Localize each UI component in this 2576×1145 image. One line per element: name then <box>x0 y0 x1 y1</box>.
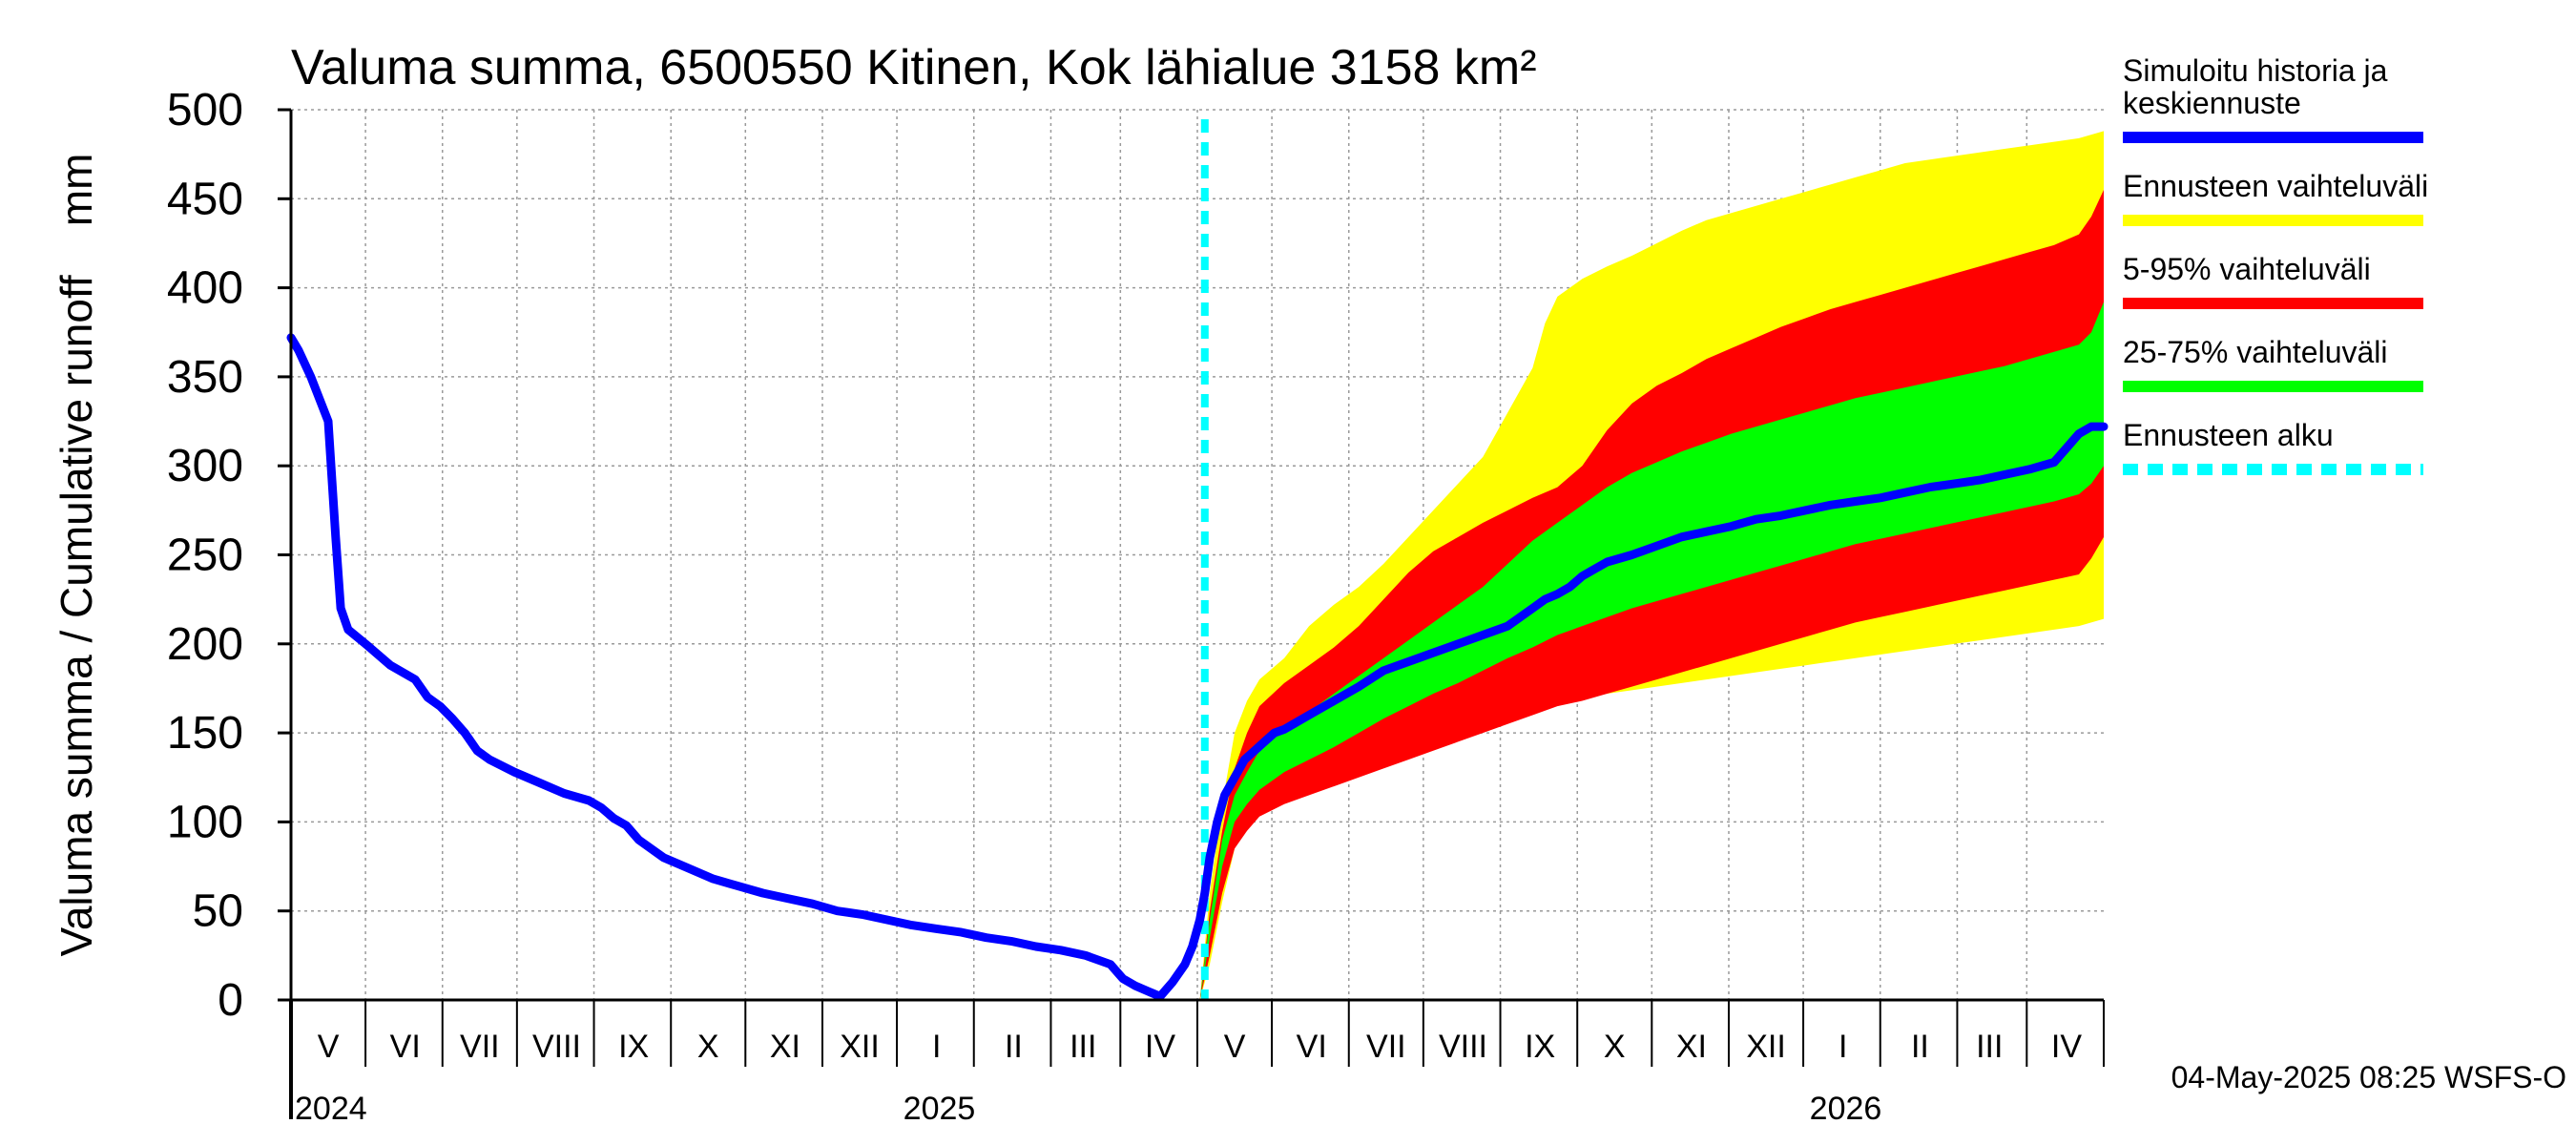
y-tick-label: 150 <box>167 708 243 759</box>
month-label: VIII <box>532 1029 581 1065</box>
legend-label: Simuloitu historia ja <box>2123 53 2388 88</box>
y-tick-label: 250 <box>167 531 243 581</box>
month-label: VII <box>1366 1029 1406 1065</box>
series-lines <box>286 119 2109 1001</box>
mean-runoff-line <box>286 333 2109 1001</box>
axes: 0 50 100 150 200 250 300 350 400 450 500 Valuma sum… <box>52 85 2105 1127</box>
month-label: X <box>1604 1029 1626 1065</box>
month-label: X <box>697 1029 719 1065</box>
month-label: I <box>1839 1029 1847 1065</box>
forecast-bands <box>1199 131 2104 1001</box>
y-tick-label: 100 <box>167 797 243 847</box>
year-label: 2024 <box>295 1091 367 1127</box>
month-label: I <box>932 1029 941 1065</box>
month-label: V <box>1224 1029 1246 1065</box>
y-tick-label: 300 <box>167 441 243 491</box>
month-label: XI <box>1676 1029 1707 1065</box>
month-label: XII <box>840 1029 880 1065</box>
legend-label: 25-75% vaihteluväli <box>2123 335 2388 369</box>
month-label: IV <box>2051 1029 2082 1065</box>
y-tick-label: 200 <box>167 619 243 670</box>
y-tick-label: 500 <box>167 85 243 135</box>
y-axis-label: Valuma summa / Cumulative runoff mm <box>52 154 101 957</box>
month-label: XII <box>1746 1029 1786 1065</box>
y-tick-label: 450 <box>167 174 243 224</box>
y-tick-label: 50 <box>193 886 243 937</box>
month-label: IX <box>1525 1029 1555 1065</box>
timestamp: 04-May-2025 08:25 WSFS-O <box>2171 1060 2566 1094</box>
y-tick-label: 400 <box>167 263 243 314</box>
legend-label: Ennusteen alku <box>2123 418 2334 452</box>
legend-label: 5-95% vaihteluväli <box>2123 252 2371 286</box>
year-label: 2025 <box>904 1091 976 1127</box>
month-label: VII <box>460 1029 500 1065</box>
month-label: VI <box>390 1029 421 1065</box>
y-tick-label: 0 <box>218 975 243 1026</box>
legend-label: keskiennuste <box>2123 86 2301 120</box>
month-label: VI <box>1297 1029 1327 1065</box>
year-label: 2026 <box>1810 1091 1882 1127</box>
month-label: V <box>318 1029 340 1065</box>
month-label: IV <box>1145 1029 1175 1065</box>
y-tick-label: 350 <box>167 352 243 403</box>
month-label: IX <box>618 1029 649 1065</box>
month-label: II <box>1005 1029 1023 1065</box>
month-label: VIII <box>1439 1029 1487 1065</box>
month-label: III <box>1070 1029 1096 1065</box>
month-label: III <box>1976 1029 2003 1065</box>
band-25-75-vaihteluv-li <box>1199 302 2104 1000</box>
chart-title: Valuma summa, 6500550 Kitinen, Kok lähia… <box>291 40 1537 95</box>
month-label: XI <box>770 1029 800 1065</box>
month-label: II <box>1911 1029 1929 1065</box>
legend-label: Ennusteen vaihteluväli <box>2123 169 2428 203</box>
